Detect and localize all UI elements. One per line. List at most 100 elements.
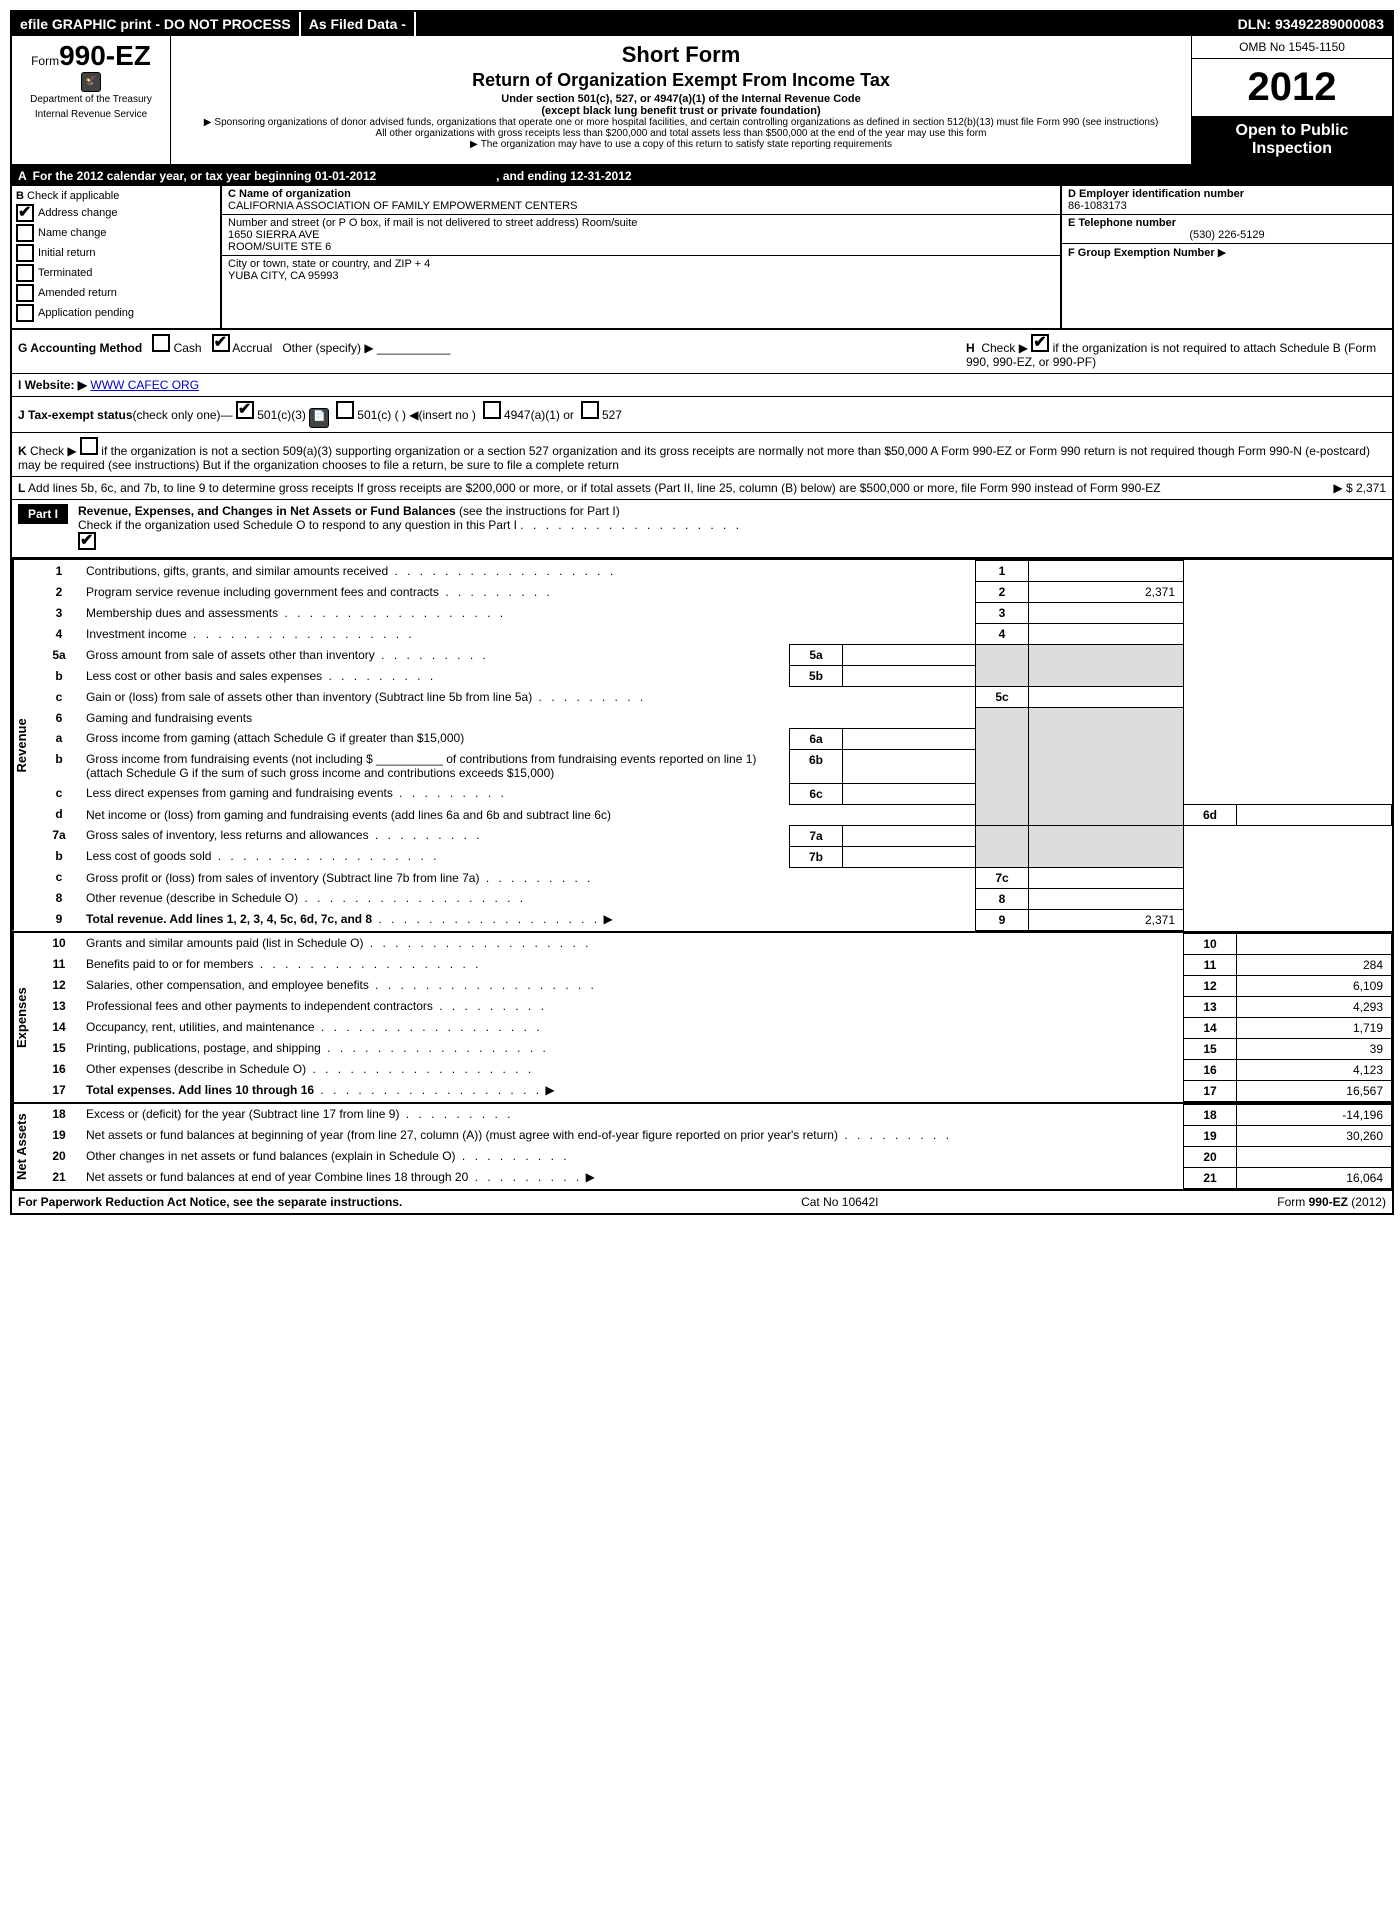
section-k: K Check ▶ if the organization is not a s… (12, 433, 1392, 477)
form-title: Return of Organization Exempt From Incom… (175, 70, 1187, 91)
header-mid: Short Form Return of Organization Exempt… (171, 36, 1191, 164)
city-cell: City or town, state or country, and ZIP … (222, 256, 1060, 284)
ein-cell: D Employer identification number 86-1083… (1062, 186, 1392, 215)
line-3: 3Membership dues and assessments3 (38, 603, 1392, 624)
dln: DLN: 93492289000083 (1230, 12, 1392, 36)
checkbox-h[interactable] (1031, 334, 1049, 352)
section-h: H Check ▶ if the organization is not req… (966, 334, 1386, 369)
footer: For Paperwork Reduction Act Notice, see … (12, 1189, 1392, 1213)
efile-label: efile GRAPHIC print - DO NOT PROCESS (12, 12, 301, 36)
irs-eagle-icon: 🦅 (81, 72, 101, 92)
line-18: 18Excess or (deficit) for the year (Subt… (38, 1104, 1392, 1125)
note3: The organization may have to use a copy … (175, 139, 1187, 150)
line-14: 14Occupancy, rent, utilities, and mainte… (38, 1017, 1392, 1038)
revenue-group: Revenue 1Contributions, gifts, grants, a… (12, 558, 1392, 931)
revenue-table: 1Contributions, gifts, grants, and simil… (38, 560, 1392, 931)
checkbox-icon[interactable] (16, 284, 34, 302)
line-6c: cLess direct expenses from gaming and fu… (38, 783, 1392, 804)
checkbox-k[interactable] (80, 437, 98, 455)
expenses-sidelabel: Expenses (12, 933, 38, 1102)
dept-irs: Internal Revenue Service (16, 107, 166, 122)
footer-left: For Paperwork Reduction Act Notice, see … (18, 1195, 402, 1209)
part1-header: Part I Revenue, Expenses, and Changes in… (12, 500, 1392, 558)
section-b-thru-f: B Check if applicable Address change Nam… (12, 186, 1392, 330)
line-7a: 7aGross sales of inventory, less returns… (38, 825, 1392, 846)
header-left: Form990-EZ 🦅 Department of the Treasury … (12, 36, 171, 164)
irs-logo: 🦅 (16, 72, 166, 92)
chk-pending[interactable]: Application pending (16, 304, 216, 322)
section-j: J Tax-exempt status(check only one)— 501… (12, 397, 1392, 433)
checkbox-cash[interactable] (152, 334, 170, 352)
chk-amended[interactable]: Amended return (16, 284, 216, 302)
open-inspection: Open to Public Inspection (1192, 116, 1392, 164)
checkbox-icon[interactable] (16, 264, 34, 282)
checkbox-501c[interactable] (336, 401, 354, 419)
line-5b: bLess cost or other basis and sales expe… (38, 666, 1392, 687)
checkbox-icon[interactable] (16, 224, 34, 242)
header: Form990-EZ 🦅 Department of the Treasury … (12, 36, 1392, 166)
chk-terminated[interactable]: Terminated (16, 264, 216, 282)
group-exempt-cell: F Group Exemption Number ▶ (1062, 244, 1392, 261)
col-def: D Employer identification number 86-1083… (1060, 186, 1392, 328)
short-form-title: Short Form (175, 42, 1187, 68)
line-9: 9Total revenue. Add lines 1, 2, 3, 4, 5c… (38, 909, 1392, 930)
section-l: L Add lines 5b, 6c, and 7b, to line 9 to… (12, 477, 1392, 500)
line-17: 17Total expenses. Add lines 10 through 1… (38, 1080, 1392, 1101)
line-7c: cGross profit or (loss) from sales of in… (38, 867, 1392, 888)
checkbox-accrual[interactable] (212, 334, 230, 352)
street-cell: Number and street (or P O box, if mail i… (222, 215, 1060, 256)
checkbox-icon[interactable] (16, 304, 34, 322)
line-20: 20Other changes in net assets or fund ba… (38, 1146, 1392, 1167)
section-g-h: G Accounting Method Cash Accrual Other (… (12, 330, 1392, 374)
asfiled-label: As Filed Data - (301, 12, 416, 36)
chk-address-change[interactable]: Address change (16, 204, 216, 222)
b-title: B Check if applicable (16, 190, 216, 202)
line-15: 15Printing, publications, postage, and s… (38, 1038, 1392, 1059)
topbar: efile GRAPHIC print - DO NOT PROCESS As … (12, 12, 1392, 36)
col-b: B Check if applicable Address change Nam… (12, 186, 222, 328)
sub2: (except black lung benefit trust or priv… (175, 105, 1187, 117)
line-4: 4Investment income4 (38, 624, 1392, 645)
line-12: 12Salaries, other compensation, and empl… (38, 975, 1392, 996)
footer-right: Form 990-EZ (2012) (1277, 1195, 1386, 1209)
line-5a: 5aGross amount from sale of assets other… (38, 645, 1392, 666)
checkbox-part1-o[interactable] (78, 532, 96, 550)
checkbox-527[interactable] (581, 401, 599, 419)
schedule-icon: 📄 (309, 408, 329, 428)
org-name-cell: C Name of organization CALIFORNIA ASSOCI… (222, 186, 1060, 215)
section-i: I Website: ▶ WWW CAFEC ORG (12, 374, 1392, 397)
line-16: 16Other expenses (describe in Schedule O… (38, 1059, 1392, 1080)
form-number: Form990-EZ (16, 40, 166, 72)
col-c: C Name of organization CALIFORNIA ASSOCI… (222, 186, 1060, 328)
line-1: 1Contributions, gifts, grants, and simil… (38, 561, 1392, 582)
checkbox-4947[interactable] (483, 401, 501, 419)
omb-number: OMB No 1545-1150 (1192, 36, 1392, 59)
chk-name-change[interactable]: Name change (16, 224, 216, 242)
checkbox-icon[interactable] (16, 204, 34, 222)
header-right: OMB No 1545-1150 2012 Open to Public Ins… (1191, 36, 1392, 164)
checkbox-501c3[interactable] (236, 401, 254, 419)
accounting-g: G Accounting Method Cash Accrual Other (… (18, 334, 966, 369)
checkbox-icon[interactable] (16, 244, 34, 262)
chk-initial-return[interactable]: Initial return (16, 244, 216, 262)
line-21: 21Net assets or fund balances at end of … (38, 1167, 1392, 1188)
row-a: A For the 2012 calendar year, or tax yea… (12, 166, 1392, 186)
note2: All other organizations with gross recei… (175, 128, 1187, 139)
netassets-table: 18Excess or (deficit) for the year (Subt… (38, 1104, 1392, 1189)
phone-cell: E Telephone number (530) 226-5129 (1062, 215, 1392, 244)
line-13: 13Professional fees and other payments t… (38, 996, 1392, 1017)
revenue-sidelabel: Revenue (12, 560, 38, 931)
line-19: 19Net assets or fund balances at beginni… (38, 1125, 1392, 1146)
line-11: 11Benefits paid to or for members11284 (38, 954, 1392, 975)
line-2: 2Program service revenue including gover… (38, 582, 1392, 603)
expenses-table: 10Grants and similar amounts paid (list … (38, 933, 1392, 1102)
netassets-sidelabel: Net Assets (12, 1104, 38, 1189)
line-8: 8Other revenue (describe in Schedule O)8 (38, 888, 1392, 909)
dept-treasury: Department of the Treasury (16, 92, 166, 107)
netassets-group: Net Assets 18Excess or (deficit) for the… (12, 1102, 1392, 1189)
line-6: 6Gaming and fundraising events (38, 708, 1392, 729)
line-7b: bLess cost of goods sold7b (38, 846, 1392, 867)
form-page: efile GRAPHIC print - DO NOT PROCESS As … (10, 10, 1394, 1215)
part1-title-block: Revenue, Expenses, and Changes in Net As… (78, 504, 742, 553)
website-link[interactable]: WWW CAFEC ORG (90, 378, 199, 392)
